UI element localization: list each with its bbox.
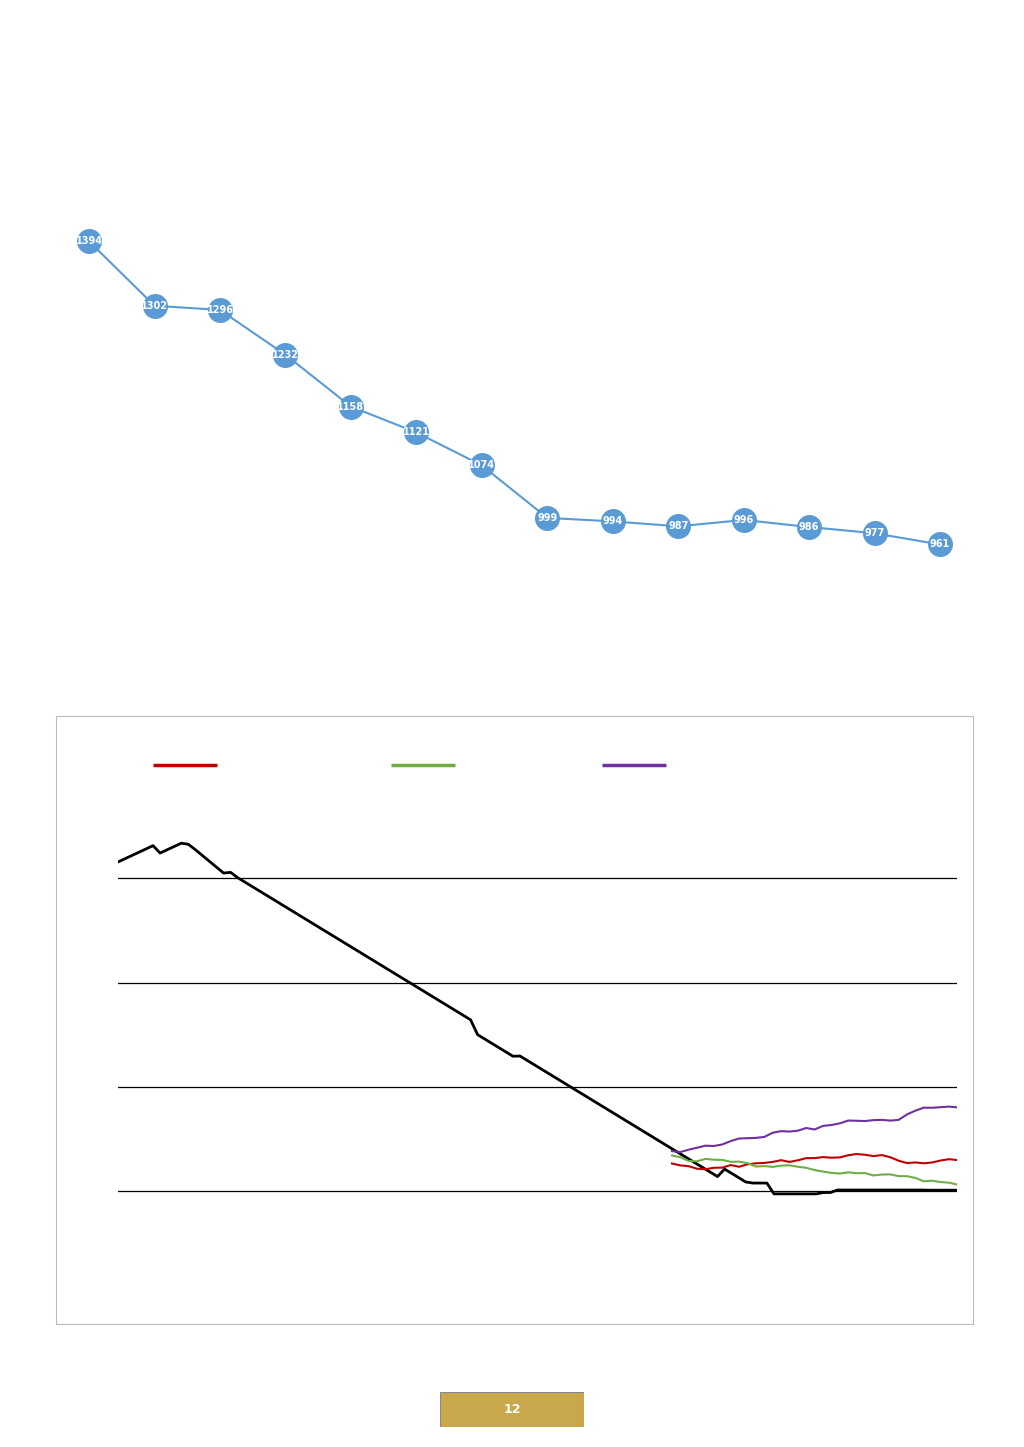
Text: 987: 987 bbox=[668, 521, 688, 531]
Text: BUDSJETT 2017 M/INVESTERING OG ØKONOMIPLAN 2017 - 2020: BUDSJETT 2017 M/INVESTERING OG ØKONOMIPL… bbox=[274, 33, 750, 45]
Text: 12: 12 bbox=[503, 1404, 521, 1415]
Text: 994: 994 bbox=[603, 517, 623, 527]
Text: 999: 999 bbox=[538, 512, 557, 522]
Text: 1296: 1296 bbox=[207, 305, 233, 315]
Text: 1121: 1121 bbox=[402, 427, 430, 437]
Text: 1394: 1394 bbox=[76, 236, 102, 246]
Text: 1158: 1158 bbox=[337, 402, 365, 411]
Text: 1232: 1232 bbox=[272, 350, 299, 360]
Text: 1302: 1302 bbox=[141, 301, 168, 311]
Text: 961: 961 bbox=[930, 540, 950, 550]
Text: 1074: 1074 bbox=[468, 460, 496, 470]
Text: 977: 977 bbox=[864, 528, 885, 538]
FancyBboxPatch shape bbox=[440, 1392, 584, 1427]
Text: 986: 986 bbox=[799, 522, 819, 532]
Text: 996: 996 bbox=[733, 515, 754, 525]
